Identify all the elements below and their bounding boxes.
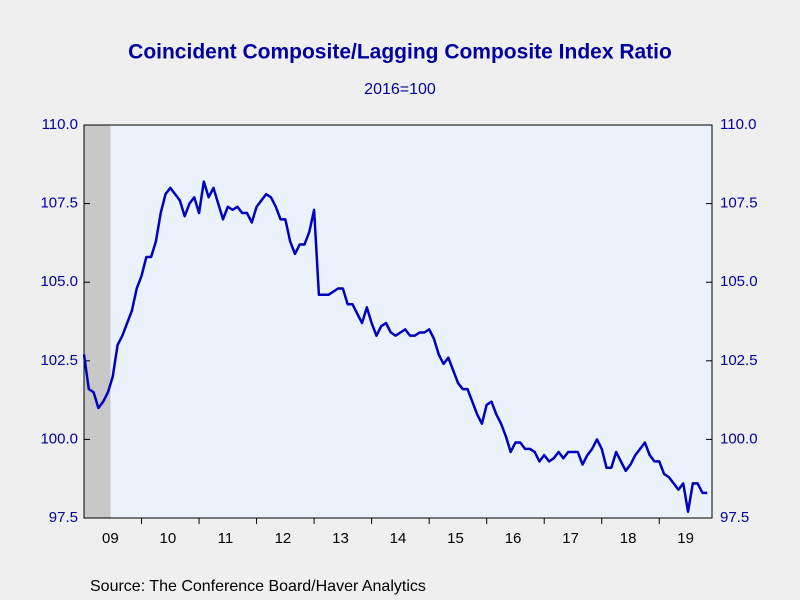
y2-tick-label: 97.5 [720, 509, 749, 526]
y-tick-label: 105.0 [40, 273, 78, 290]
x-tick-label: 18 [620, 530, 637, 547]
x-tick-label: 19 [677, 530, 694, 547]
y2-tick-label: 110.0 [720, 116, 756, 133]
y-tick-label: 110.0 [42, 116, 78, 133]
x-tick-label: 17 [562, 530, 579, 547]
y-tick-label: 97.5 [49, 509, 78, 526]
data-line [82, 180, 708, 513]
recession-shading [84, 125, 111, 518]
y2-tick-label: 105.0 [720, 273, 758, 290]
chart-title: Coincident Composite/Lagging Composite I… [128, 41, 672, 64]
y-tick-label: 100.0 [40, 430, 78, 447]
y-tick-label: 102.5 [40, 352, 78, 369]
y2-tick-label: 100.0 [720, 430, 758, 447]
x-tick-label: 09 [102, 530, 119, 547]
x-tick-label: 15 [447, 530, 464, 547]
y2-tick-label: 102.5 [720, 352, 758, 369]
plot-area [83, 124, 713, 519]
x-tick-label: 10 [160, 530, 177, 547]
x-tick-label: 16 [505, 530, 522, 547]
x-tick-label: 11 [218, 530, 234, 547]
x-tick-label: 13 [332, 530, 349, 547]
chart-subtitle: 2016=100 [364, 81, 436, 98]
y-tick-label: 107.5 [40, 195, 78, 212]
y2-tick-label: 107.5 [720, 195, 758, 212]
source-note: Source: The Conference Board/Haver Analy… [90, 578, 426, 595]
x-tick-label: 12 [275, 530, 292, 547]
x-tick-label: 14 [390, 530, 407, 547]
